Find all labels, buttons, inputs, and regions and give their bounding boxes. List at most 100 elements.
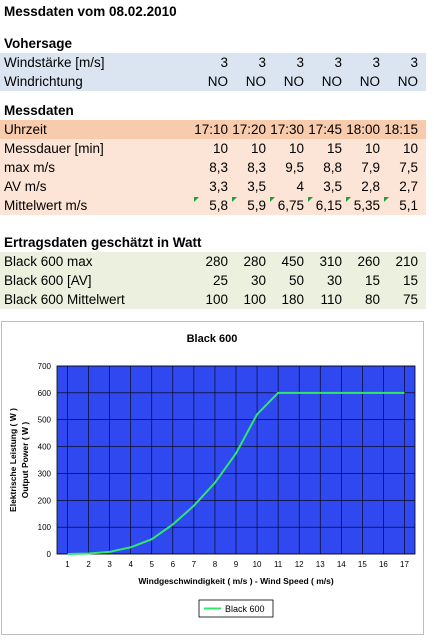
legend: Black 600: [198, 599, 274, 618]
y-tick-label: 100: [38, 523, 52, 532]
legend-label: Black 600: [225, 604, 265, 614]
x-tick-label: 7: [192, 560, 197, 569]
table-cell: 5,35: [353, 198, 380, 213]
yield-heading: Ertragsdaten geschätzt in Watt: [4, 235, 202, 250]
x-tick-label: 4: [128, 560, 133, 569]
table-row: AV m/s 3,3 3,5 4 3,5 2,8 2,7: [0, 177, 426, 196]
x-tick-label: 12: [295, 560, 304, 569]
cell-warning-marker: [194, 197, 199, 202]
table-cell: 10: [288, 141, 304, 156]
row-label: Messdauer [min]: [4, 141, 104, 156]
series-line-black-600: [67, 391, 405, 555]
cell-warning-marker: [384, 197, 389, 202]
table-cell: 110: [320, 292, 342, 307]
x-tick-label: 3: [107, 560, 112, 569]
table-cell: 30: [250, 273, 266, 288]
table-cell: 30: [326, 273, 342, 288]
forecast-heading-row: Vohersage: [0, 34, 426, 53]
plot-border: [56, 365, 416, 555]
table-cell: NO: [283, 74, 304, 89]
table-cell: 450: [281, 254, 304, 269]
table-row: Windstärke [m/s] 3 3 3 3 3 3: [0, 53, 426, 72]
sheet-title-row: Messdaten vom 08.02.2010: [0, 0, 426, 26]
table-row: Black 600 Mittelwert 100 100 180 110 80 …: [0, 290, 426, 309]
x-tick-label: 2: [86, 560, 91, 569]
x-tick-label: 15: [358, 560, 367, 569]
table-cell: 3: [410, 55, 418, 70]
table-cell: 8,3: [209, 160, 228, 175]
table-cell: 15: [402, 273, 418, 288]
table-cell: 260: [357, 254, 380, 269]
chart-title: Black 600: [187, 333, 238, 345]
table-cell: 4: [296, 179, 304, 194]
cell-warning-marker: [232, 197, 237, 202]
table-cell: 10: [364, 141, 380, 156]
table-cell: 2,7: [399, 179, 418, 194]
table-cell: 5,9: [247, 198, 266, 213]
measurements-heading: Messdaten: [4, 103, 74, 118]
time-cell: 17:10: [194, 122, 228, 137]
table-row: Black 600 max 280 280 450 310 260 210: [0, 252, 426, 271]
x-tick-label: 6: [171, 560, 176, 569]
table-cell: 5,8: [209, 198, 228, 213]
table-cell: 280: [205, 254, 228, 269]
cell-warning-marker: [308, 197, 313, 202]
y-axis-label: Elektrische Leistung ( W ): [8, 408, 18, 512]
table-cell: 6,75: [277, 198, 304, 213]
table-cell: 5,1: [399, 198, 418, 213]
sheet-title: Messdaten vom 08.02.2010: [4, 4, 177, 19]
table-cell: 75: [402, 292, 418, 307]
row-label: Windstärke [m/s]: [4, 55, 105, 70]
table-cell: NO: [245, 74, 266, 89]
x-tick-label: 5: [150, 560, 155, 569]
table-cell: 3,3: [209, 179, 228, 194]
table-cell: 310: [319, 254, 342, 269]
x-tick-label: 17: [400, 560, 409, 569]
cell-warning-marker: [270, 197, 275, 202]
table-cell: 15: [326, 141, 342, 156]
table-row: Mittelwert m/s 5,8 5,9 6,75 6,15 5,35 5,…: [0, 196, 426, 215]
axes: [56, 365, 416, 555]
table-cell: 6,15: [315, 198, 342, 213]
table-cell: 10: [212, 141, 228, 156]
table-cell: 180: [281, 292, 304, 307]
table-cell: 7,9: [361, 160, 380, 175]
table-cell: 10: [250, 141, 266, 156]
table-cell: 100: [243, 292, 266, 307]
spreadsheet: Messdaten vom 08.02.2010 Vohersage Winds…: [0, 0, 426, 309]
y-tick-label: 200: [38, 496, 52, 505]
table-cell: 3: [296, 55, 304, 70]
table-cell: 3: [258, 55, 266, 70]
time-cell: 17:30: [270, 122, 304, 137]
table-cell: 9,5: [285, 160, 304, 175]
measurements-heading-row: Messdaten: [0, 101, 426, 120]
y-tick-label: 500: [38, 416, 52, 425]
row-label: Black 600 Mittelwert: [4, 292, 125, 307]
row-label: max m/s: [4, 160, 56, 175]
x-tick-label: 11: [274, 560, 283, 569]
table-cell: 50: [288, 273, 304, 288]
row-label: Black 600 [AV]: [4, 273, 92, 288]
cell-warning-marker: [346, 197, 351, 202]
time-cell: 17:45: [308, 122, 342, 137]
x-tick-label: 8: [213, 560, 218, 569]
table-cell: 3: [334, 55, 342, 70]
forecast-heading: Vohersage: [4, 36, 73, 51]
table-cell: 8,8: [323, 160, 342, 175]
table-cell: 2,8: [361, 179, 380, 194]
y-axis-label-secondary: Output Power ( W ): [20, 422, 30, 499]
table-cell: 7,5: [399, 160, 418, 175]
table-cell: 8,3: [247, 160, 266, 175]
x-tick-label: 16: [379, 560, 388, 569]
y-tick-label: 0: [47, 550, 52, 559]
time-cell: 18:15: [384, 122, 418, 137]
x-axis-label: Windgeschwindigkeit ( m/s ) - Wind Speed…: [138, 576, 334, 586]
table-cell: 25: [212, 273, 228, 288]
row-label: Windrichtung: [4, 74, 83, 89]
time-cell: 17:20: [232, 122, 266, 137]
table-cell: 280: [243, 254, 266, 269]
table-cell: 3,5: [323, 179, 342, 194]
y-tick-label: 300: [38, 469, 52, 478]
table-cell: NO: [359, 74, 380, 89]
